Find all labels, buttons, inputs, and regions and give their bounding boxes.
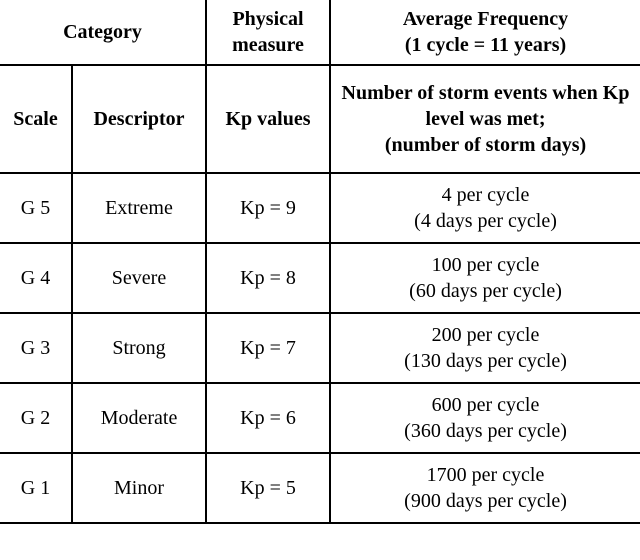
table-row: G 5 Extreme Kp = 9 4 per cycle (4 days p… <box>0 173 640 243</box>
subheader-scale: Scale <box>0 65 72 173</box>
table-row: G 2 Moderate Kp = 6 600 per cycle (360 d… <box>0 383 640 453</box>
cell-scale: G 4 <box>0 243 72 313</box>
table-row: G 3 Strong Kp = 7 200 per cycle (130 day… <box>0 313 640 383</box>
header-frequency-l2: (1 cycle = 11 years) <box>335 32 636 58</box>
geomagnetic-scale-table: Category Physical measure Average Freque… <box>0 0 640 524</box>
header-frequency: Average Frequency (1 cycle = 11 years) <box>330 0 640 65</box>
cell-kp: Kp = 7 <box>206 313 330 383</box>
subheader-descriptor: Descriptor <box>72 65 206 173</box>
header-category: Category <box>0 0 206 65</box>
subheader-descriptor-text: Descriptor <box>93 108 184 130</box>
cell-freq2: (4 days per cycle) <box>335 208 636 234</box>
cell-freq1: 100 per cycle <box>335 252 636 278</box>
cell-frequency: 100 per cycle (60 days per cycle) <box>330 243 640 313</box>
cell-scale: G 2 <box>0 383 72 453</box>
header-row-1: Category Physical measure Average Freque… <box>0 0 640 65</box>
cell-kp: Kp = 8 <box>206 243 330 313</box>
cell-scale: G 3 <box>0 313 72 383</box>
cell-freq1: 600 per cycle <box>335 392 636 418</box>
cell-freq1: 4 per cycle <box>335 182 636 208</box>
cell-kp: Kp = 6 <box>206 383 330 453</box>
cell-freq1: 200 per cycle <box>335 322 636 348</box>
header-physical: Physical measure <box>206 0 330 65</box>
cell-freq1: 1700 per cycle <box>335 462 636 488</box>
cell-descriptor: Severe <box>72 243 206 313</box>
cell-freq2: (360 days per cycle) <box>335 418 636 444</box>
cell-freq2: (130 days per cycle) <box>335 348 636 374</box>
table-row: G 1 Minor Kp = 5 1700 per cycle (900 day… <box>0 453 640 523</box>
cell-scale: G 5 <box>0 173 72 243</box>
cell-kp: Kp = 5 <box>206 453 330 523</box>
cell-freq2: (900 days per cycle) <box>335 488 636 514</box>
cell-descriptor: Minor <box>72 453 206 523</box>
cell-descriptor: Extreme <box>72 173 206 243</box>
cell-kp: Kp = 9 <box>206 173 330 243</box>
table-row: G 4 Severe Kp = 8 100 per cycle (60 days… <box>0 243 640 313</box>
subheader-events-l2: (number of storm days) <box>335 132 636 158</box>
cell-descriptor: Moderate <box>72 383 206 453</box>
cell-scale: G 1 <box>0 453 72 523</box>
cell-frequency: 200 per cycle (130 days per cycle) <box>330 313 640 383</box>
subheader-events-l1: Number of storm events when Kp level was… <box>335 80 636 132</box>
cell-frequency: 4 per cycle (4 days per cycle) <box>330 173 640 243</box>
cell-freq2: (60 days per cycle) <box>335 278 636 304</box>
subheader-kp: Kp values <box>206 65 330 173</box>
subheader-scale-text: Scale <box>13 108 57 130</box>
subheader-kp-text: Kp values <box>226 108 311 130</box>
subheader-row: Scale Descriptor Kp values Number of sto… <box>0 65 640 173</box>
cell-frequency: 1700 per cycle (900 days per cycle) <box>330 453 640 523</box>
subheader-events: Number of storm events when Kp level was… <box>330 65 640 173</box>
cell-frequency: 600 per cycle (360 days per cycle) <box>330 383 640 453</box>
cell-descriptor: Strong <box>72 313 206 383</box>
header-frequency-l1: Average Frequency <box>335 6 636 32</box>
